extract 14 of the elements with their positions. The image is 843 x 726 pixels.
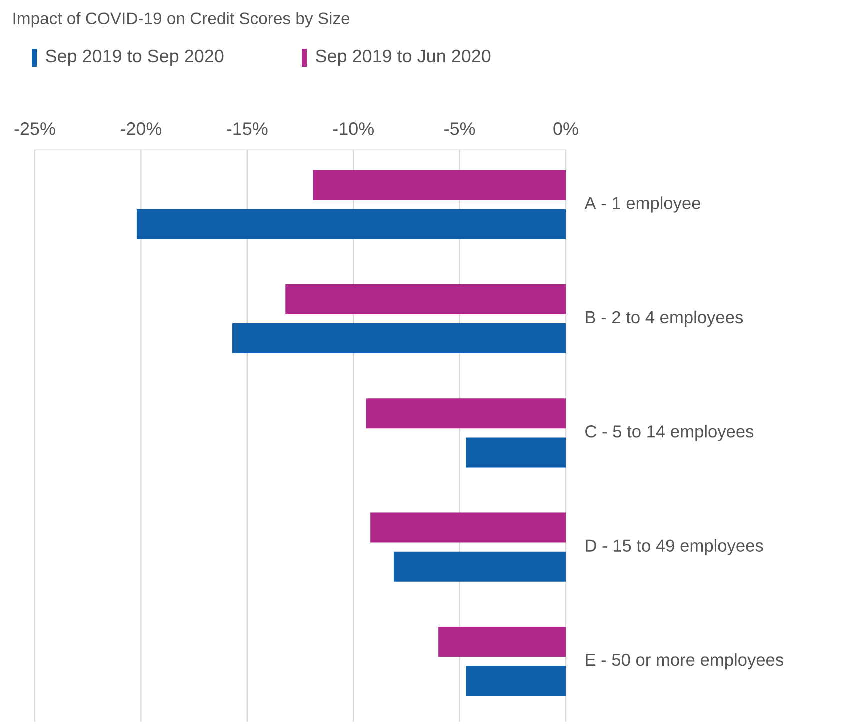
chart-title: Impact of COVID-19 on Credit Scores by Size xyxy=(14,12,350,28)
x-tick-label: -25% xyxy=(14,122,56,136)
y-tick-label: D - 15 to 49 employees xyxy=(586,539,764,556)
x-tick-label: -15% xyxy=(227,122,268,136)
y-tick-label: C - 5 to 14 employees xyxy=(586,425,754,442)
x-tick-label: -5% xyxy=(444,122,476,136)
x-tick-label: -10% xyxy=(333,122,374,136)
y-tick-label: B - 2 to 4 employees xyxy=(586,310,744,328)
legend-label: Sep 2019 to Jun 2020 xyxy=(316,50,491,66)
y-tick-label: A - 1 employee xyxy=(584,196,700,213)
x-tick-label: -20% xyxy=(120,122,162,136)
y-tick-label: E - 50 or more employees xyxy=(586,653,784,670)
legend-label: Sep 2019 to Sep 2020 xyxy=(46,50,224,66)
x-tick-label: 0% xyxy=(554,122,578,136)
